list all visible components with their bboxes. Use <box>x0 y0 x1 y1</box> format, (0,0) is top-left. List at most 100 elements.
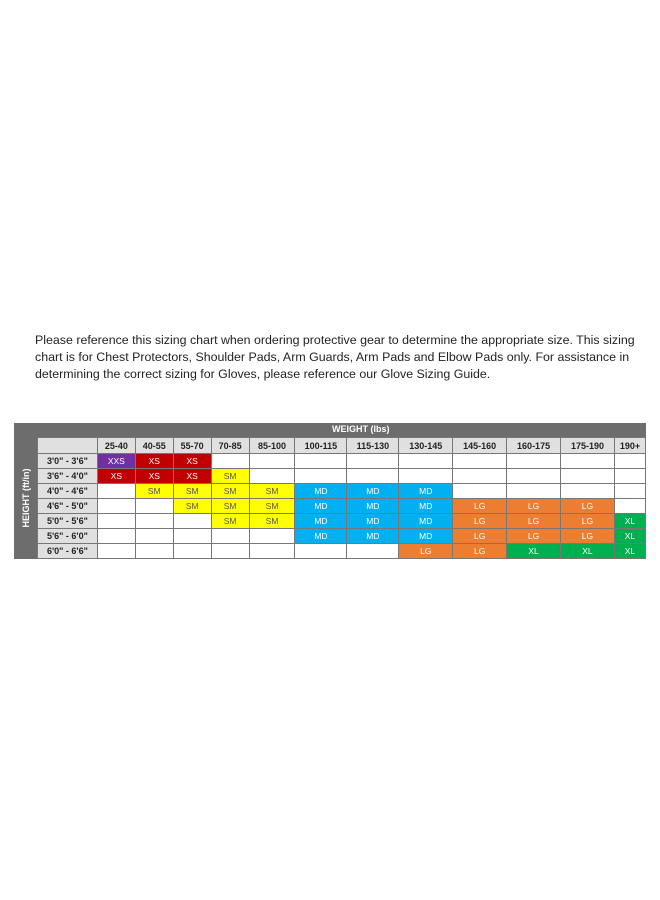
size-cell: SM <box>210 513 250 529</box>
size-cell: MD <box>398 498 454 514</box>
size-cell: XS <box>172 453 212 469</box>
corner-cell <box>37 437 98 454</box>
size-cell <box>210 528 250 544</box>
size-cell: XL <box>613 543 647 559</box>
row-header: 4'0" - 4'6" <box>37 483 98 499</box>
size-cell <box>560 483 615 499</box>
size-cell <box>452 483 508 499</box>
intro-text: Please reference this sizing chart when … <box>35 333 635 381</box>
column-header: 145-160 <box>452 437 508 454</box>
size-cell <box>134 528 174 544</box>
size-cell <box>294 543 348 559</box>
weight-label: WEIGHT (lbs) <box>332 424 390 434</box>
size-cell: MD <box>398 528 454 544</box>
size-cell: XL <box>613 513 647 529</box>
size-cell <box>96 543 136 559</box>
column-header: 115-130 <box>346 437 400 454</box>
size-cell <box>613 483 647 499</box>
height-label: HEIGHT (ft/in) <box>20 468 31 528</box>
size-cell <box>96 528 136 544</box>
column-header: 130-145 <box>398 437 454 454</box>
size-cell: MD <box>398 483 454 499</box>
size-cell: XS <box>172 468 212 484</box>
size-cell: XL <box>560 543 615 559</box>
size-cell: LG <box>452 543 508 559</box>
size-cell: MD <box>294 483 348 499</box>
size-cell <box>506 468 562 484</box>
size-cell: SM <box>172 498 212 514</box>
size-cell <box>210 453 250 469</box>
weight-header: WEIGHT (lbs) <box>14 423 646 437</box>
size-cell <box>506 483 562 499</box>
size-cell <box>248 528 296 544</box>
size-cell <box>294 468 348 484</box>
column-header: 160-175 <box>506 437 562 454</box>
size-cell: LG <box>560 528 615 544</box>
size-cell: LG <box>452 528 508 544</box>
table-row: 3'0" - 3'6" XXS XS XS <box>37 453 647 469</box>
size-cell: LG <box>506 498 562 514</box>
size-cell: SM <box>210 498 250 514</box>
size-cell <box>134 498 174 514</box>
table-row: 3'6" - 4'0" XS XS XS SM <box>37 468 647 484</box>
header-row: 25-40 40-55 55-70 70-85 85-100 100-115 115-130… <box>37 437 647 454</box>
column-header: 100-115 <box>294 437 348 454</box>
size-cell <box>210 543 250 559</box>
size-cell <box>452 468 508 484</box>
size-cell <box>96 513 136 529</box>
table-row: 5'6" - 6'0" MD MD MD LG LG LG XL <box>37 528 647 544</box>
size-cell: SM <box>248 513 296 529</box>
size-cell <box>506 453 562 469</box>
size-cell: XL <box>613 528 647 544</box>
column-header: 55-70 <box>172 437 212 454</box>
column-header: 70-85 <box>210 437 250 454</box>
row-header: 6'0" - 6'6" <box>37 543 98 559</box>
table-row: 4'0" - 4'6" SM SM SM SM MD MD MD <box>37 483 647 499</box>
height-header: HEIGHT (ft/in) <box>14 437 37 559</box>
size-cell <box>172 513 212 529</box>
sizing-table: 25-40 40-55 55-70 70-85 85-100 100-115 115-130… <box>37 437 647 559</box>
table-row: 5'0" - 5'6" SM SM MD MD MD LG LG LG XL <box>37 513 647 529</box>
size-cell: LG <box>560 498 615 514</box>
row-header: 3'6" - 4'0" <box>37 468 98 484</box>
size-cell: XS <box>134 468 174 484</box>
size-cell: XS <box>134 453 174 469</box>
size-cell: MD <box>346 498 400 514</box>
size-cell: XL <box>506 543 562 559</box>
size-cell: MD <box>398 513 454 529</box>
size-cell: SM <box>248 483 296 499</box>
size-cell <box>613 453 647 469</box>
size-cell: MD <box>294 513 348 529</box>
sizing-chart: WEIGHT (lbs) HEIGHT (ft/in) 25-40 40-55 55… <box>14 423 647 559</box>
size-cell: XXS <box>96 453 136 469</box>
size-cell <box>96 498 136 514</box>
size-cell: MD <box>346 513 400 529</box>
size-cell <box>134 543 174 559</box>
size-cell: MD <box>294 498 348 514</box>
size-cell <box>346 453 400 469</box>
size-cell <box>346 468 400 484</box>
size-cell <box>560 453 615 469</box>
size-cell <box>134 513 174 529</box>
size-cell <box>248 453 296 469</box>
size-cell: SM <box>210 468 250 484</box>
size-cell <box>398 468 454 484</box>
size-cell <box>560 468 615 484</box>
column-header: 190+ <box>613 437 647 454</box>
size-cell <box>172 528 212 544</box>
size-cell <box>452 453 508 469</box>
column-header: 40-55 <box>134 437 174 454</box>
size-cell: MD <box>346 528 400 544</box>
size-cell: XS <box>96 468 136 484</box>
size-cell <box>96 483 136 499</box>
size-cell <box>613 468 647 484</box>
size-cell <box>248 468 296 484</box>
size-cell <box>294 453 348 469</box>
row-header: 5'0" - 5'6" <box>37 513 98 529</box>
size-cell: SM <box>210 483 250 499</box>
table-row: 4'6" - 5'0" SM SM SM MD MD MD LG LG LG <box>37 498 647 514</box>
row-header: 3'0" - 3'6" <box>37 453 98 469</box>
size-cell: SM <box>172 483 212 499</box>
size-cell: SM <box>248 498 296 514</box>
size-cell: LG <box>560 513 615 529</box>
